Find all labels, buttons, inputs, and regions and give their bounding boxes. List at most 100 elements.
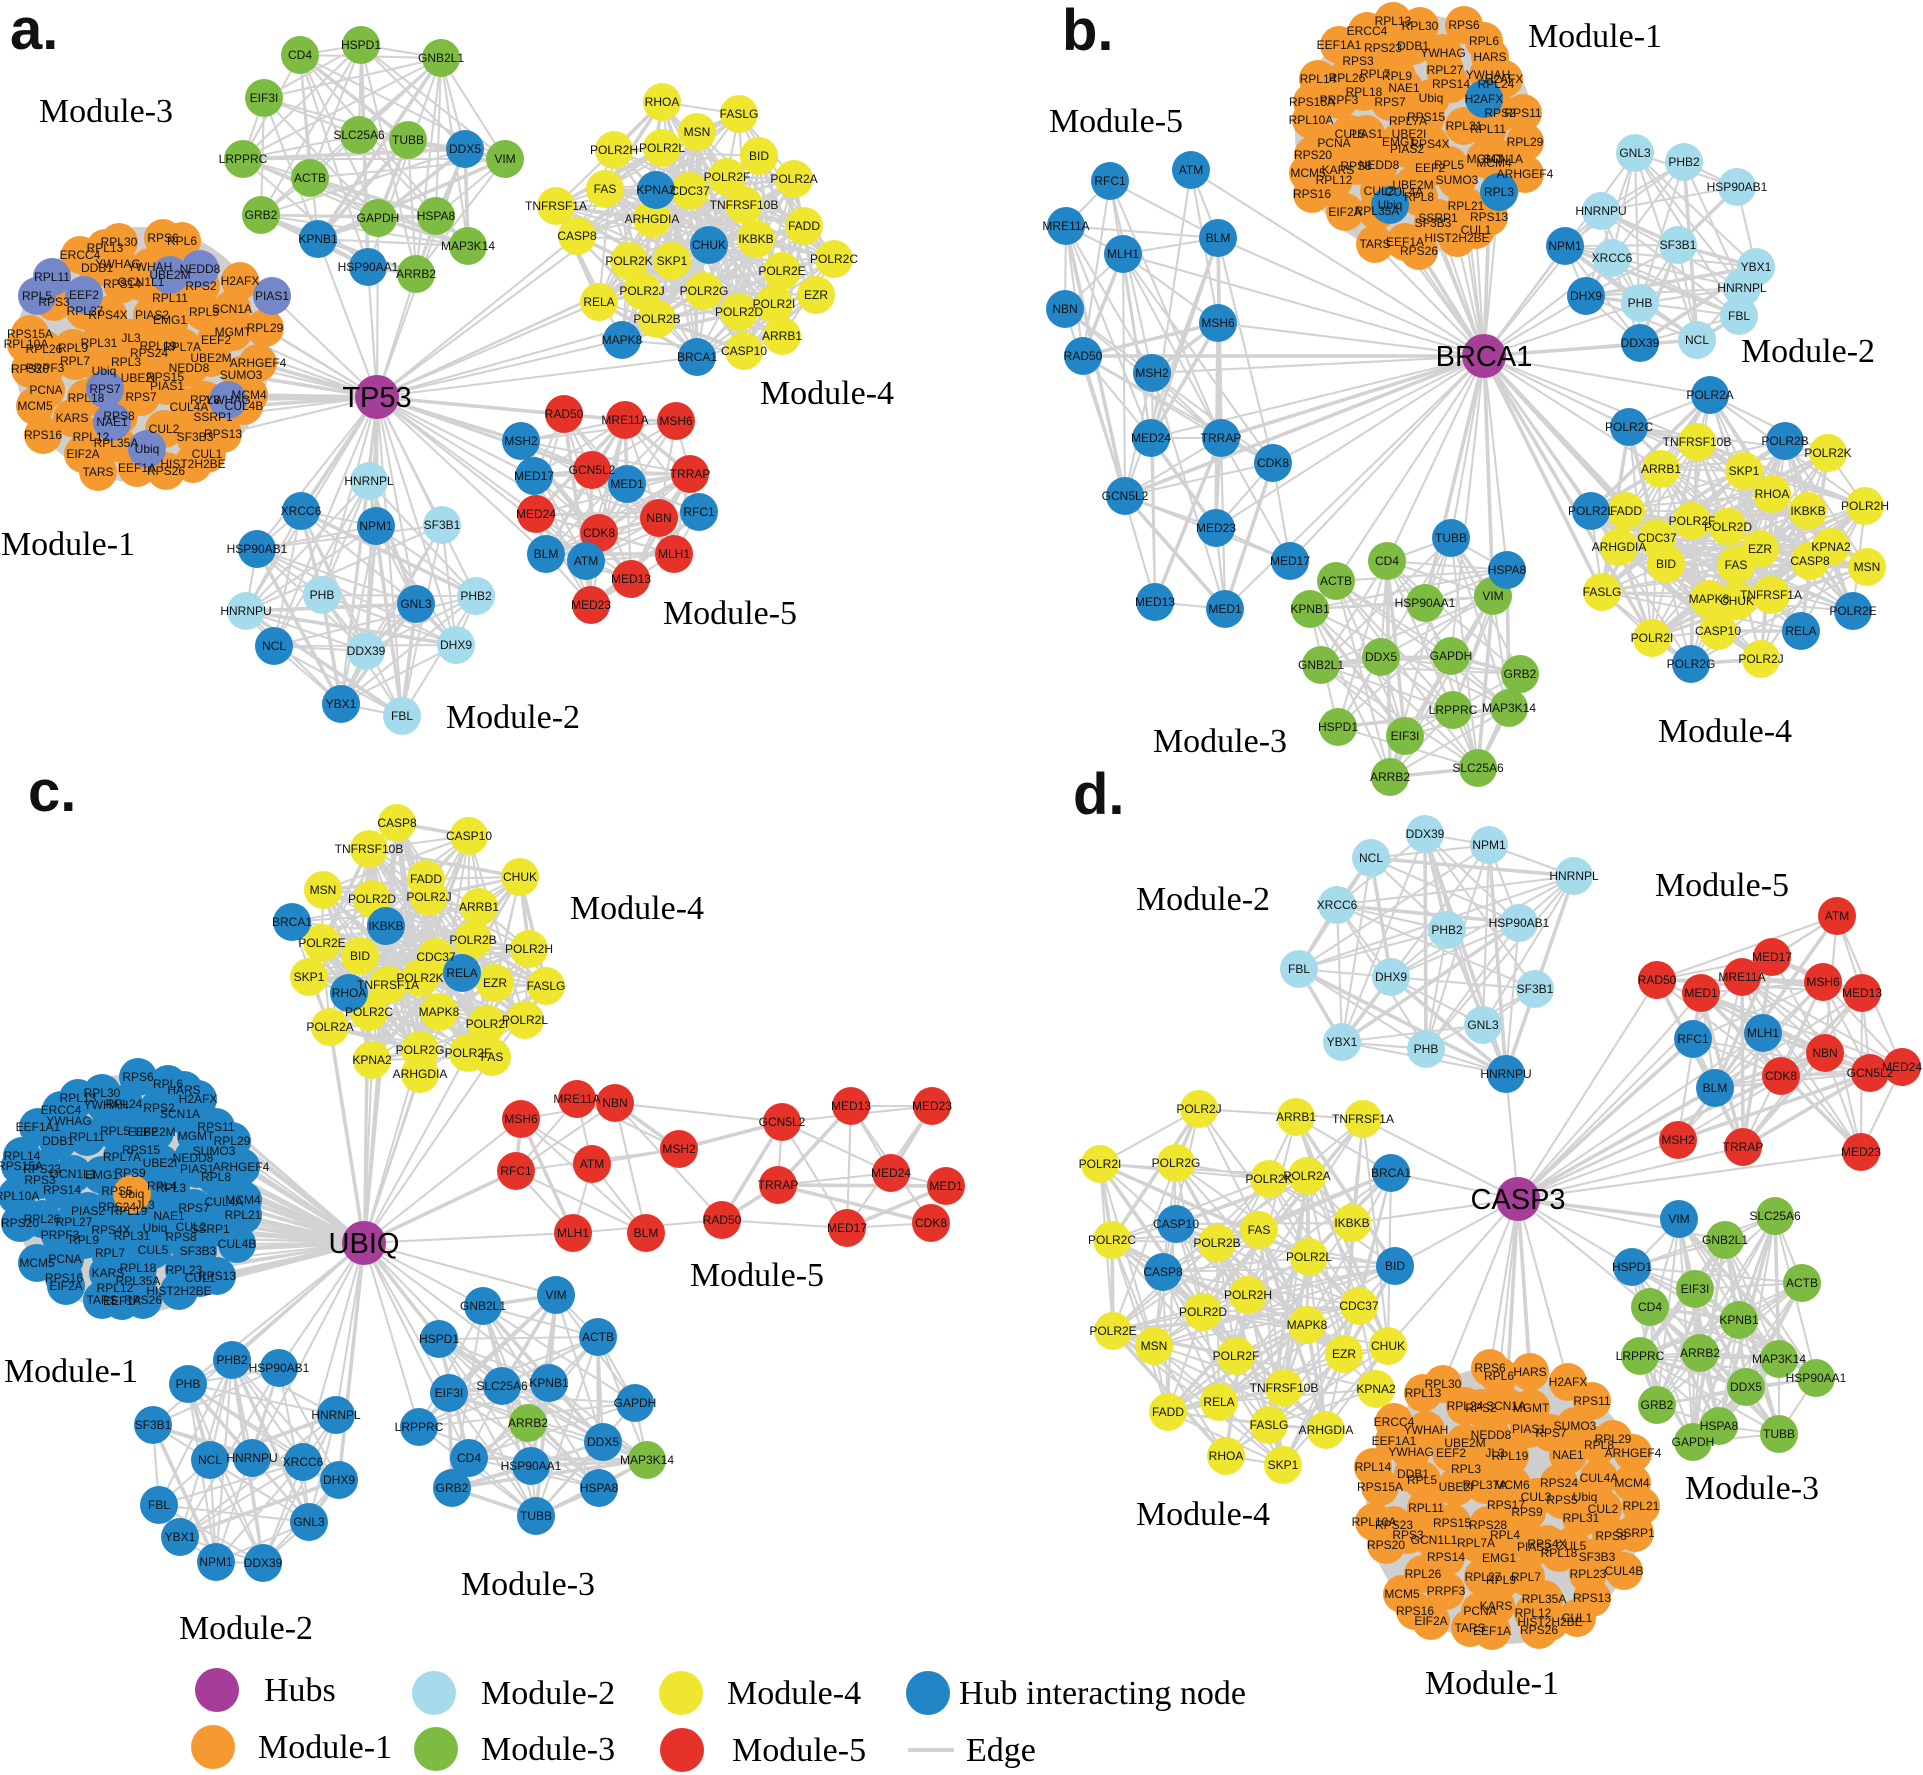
svg-text:MED24: MED24 (1882, 1060, 1922, 1074)
svg-text:RPL35A: RPL35A (1355, 204, 1400, 218)
svg-text:RPS4X: RPS4X (88, 308, 127, 322)
svg-text:POLR2J: POLR2J (406, 890, 451, 904)
svg-text:CUL4A: CUL4A (1385, 185, 1424, 199)
svg-text:FASLG: FASLG (720, 107, 759, 121)
svg-text:POLR2D: POLR2D (1179, 1305, 1227, 1319)
svg-text:RPL5: RPL5 (189, 305, 219, 319)
svg-text:RPS13: RPS13 (198, 1269, 236, 1283)
svg-text:RPL29: RPL29 (1507, 135, 1544, 149)
svg-text:NEDD8: NEDD8 (1359, 158, 1400, 172)
svg-text:RPL3: RPL3 (156, 1181, 186, 1195)
svg-text:HSP90AA1: HSP90AA1 (501, 1459, 562, 1473)
svg-text:VIM: VIM (545, 1288, 566, 1302)
svg-text:RPS23: RPS23 (1364, 41, 1402, 55)
svg-text:HSP90AA1: HSP90AA1 (338, 260, 399, 274)
svg-text:H2AFX: H2AFX (221, 274, 260, 288)
svg-text:RPL19: RPL19 (1492, 1449, 1529, 1463)
svg-text:SCN1A: SCN1A (1483, 152, 1523, 166)
svg-text:MED17: MED17 (1752, 950, 1792, 964)
svg-text:RPL11: RPL11 (69, 1130, 105, 1144)
svg-text:EEF2: EEF2 (69, 288, 99, 302)
svg-text:EEF2: EEF2 (128, 1125, 158, 1139)
svg-text:Module-1: Module-1 (4, 1353, 138, 1390)
svg-text:MSH6: MSH6 (1201, 316, 1235, 330)
svg-text:Hubs: Hubs (264, 1672, 336, 1709)
svg-text:KARS: KARS (1322, 163, 1355, 177)
svg-text:RPS7: RPS7 (125, 390, 157, 404)
svg-text:RPL5: RPL5 (1407, 1473, 1437, 1487)
svg-text:RPL6: RPL6 (1484, 1369, 1514, 1383)
svg-text:NBN: NBN (646, 511, 671, 525)
svg-text:RPL35A: RPL35A (1522, 1592, 1567, 1606)
svg-text:UBE2I: UBE2I (121, 371, 156, 385)
svg-text:ARHGEF4: ARHGEF4 (230, 356, 287, 370)
svg-text:HIST2H2BE: HIST2H2BE (160, 457, 225, 471)
svg-text:RPS16: RPS16 (45, 1271, 83, 1285)
svg-text:IKBKB: IKBKB (368, 919, 403, 933)
svg-text:RPL11: RPL11 (34, 270, 70, 284)
svg-text:HIST2H2BE: HIST2H2BE (146, 1284, 211, 1298)
svg-text:PIAS1: PIAS1 (255, 289, 289, 303)
svg-text:TNFRSF10B: TNFRSF10B (335, 842, 404, 856)
svg-text:MGMT: MGMT (178, 1129, 215, 1143)
svg-text:RPL9: RPL9 (1486, 1573, 1516, 1587)
svg-text:GCN5L2: GCN5L2 (569, 463, 616, 477)
svg-text:TNFRSF1A: TNFRSF1A (525, 199, 587, 213)
svg-text:GRB2: GRB2 (245, 208, 278, 222)
svg-text:PCNA: PCNA (29, 383, 62, 397)
svg-text:SF3B3: SF3B3 (1579, 1550, 1616, 1564)
svg-text:MAPK8: MAPK8 (419, 1005, 460, 1019)
svg-text:GRB2: GRB2 (1504, 667, 1537, 681)
svg-text:POLR2E: POLR2E (758, 264, 805, 278)
svg-text:CHUK: CHUK (1720, 594, 1754, 608)
svg-text:RPL35A: RPL35A (116, 1274, 161, 1288)
svg-text:RPL30: RPL30 (1402, 19, 1439, 33)
svg-text:TNFRSF1A: TNFRSF1A (357, 978, 419, 992)
svg-text:Module-2: Module-2 (446, 699, 580, 736)
svg-text:HNRNPU: HNRNPU (226, 1451, 277, 1465)
svg-text:TP53: TP53 (342, 382, 411, 414)
svg-text:HSPD1: HSPD1 (419, 1332, 459, 1346)
svg-text:RPS20: RPS20 (11, 362, 49, 376)
svg-text:HSPA8: HSPA8 (580, 1481, 619, 1495)
svg-text:RPL14: RPL14 (1300, 72, 1337, 86)
svg-text:ARRB2: ARRB2 (508, 1416, 548, 1430)
svg-text:CDC37: CDC37 (1637, 531, 1677, 545)
svg-text:RPL11: RPL11 (1470, 122, 1506, 136)
svg-text:RPL18: RPL18 (120, 1261, 157, 1275)
svg-text:RPS13: RPS13 (1573, 1591, 1611, 1605)
svg-text:POLR2A: POLR2A (306, 1020, 353, 1034)
svg-text:RPS2: RPS2 (1465, 1401, 1497, 1415)
svg-text:RPL13: RPL13 (60, 1091, 97, 1105)
svg-text:BLM: BLM (634, 1226, 659, 1240)
svg-text:ERCC4: ERCC4 (1374, 1415, 1415, 1429)
svg-text:POLR2C: POLR2C (345, 1005, 393, 1019)
svg-text:Module-2: Module-2 (1136, 881, 1270, 918)
svg-text:MCM4: MCM4 (1614, 1476, 1650, 1490)
svg-text:EMG1: EMG1 (153, 313, 187, 327)
svg-text:Ubiq: Ubiq (92, 364, 117, 378)
svg-text:YWHAG: YWHAG (95, 257, 140, 271)
svg-text:POLR2H: POLR2H (1224, 1288, 1272, 1302)
svg-text:RPL31: RPL31 (114, 1229, 151, 1243)
svg-text:SF3B3: SF3B3 (177, 430, 214, 444)
svg-text:RPL11: RPL11 (152, 291, 188, 305)
svg-text:UBE2M: UBE2M (134, 1125, 175, 1139)
svg-text:RPL19: RPL19 (111, 1204, 148, 1218)
svg-text:POLR2D: POLR2D (1704, 520, 1752, 534)
svg-text:EZR: EZR (1332, 1347, 1356, 1361)
svg-text:KPNB1: KPNB1 (529, 1376, 569, 1390)
svg-text:HSP90AB1: HSP90AB1 (249, 1361, 310, 1375)
svg-text:EIF2A: EIF2A (49, 1279, 82, 1293)
svg-text:RPL19: RPL19 (140, 339, 177, 353)
svg-text:RPL31: RPL31 (1446, 119, 1483, 133)
svg-text:DDX5: DDX5 (1365, 650, 1397, 664)
svg-text:RPL10A: RPL10A (1352, 1515, 1397, 1529)
svg-text:RPS8: RPS8 (1340, 159, 1372, 173)
svg-text:CUL4B: CUL4B (218, 1237, 257, 1251)
svg-text:H2AFX: H2AFX (1465, 92, 1504, 106)
svg-text:RPS4X: RPS4X (1527, 1537, 1566, 1551)
svg-text:PIAS1: PIAS1 (1349, 127, 1383, 141)
svg-text:RPL29: RPL29 (214, 1134, 251, 1148)
svg-text:CHUK: CHUK (503, 870, 537, 884)
